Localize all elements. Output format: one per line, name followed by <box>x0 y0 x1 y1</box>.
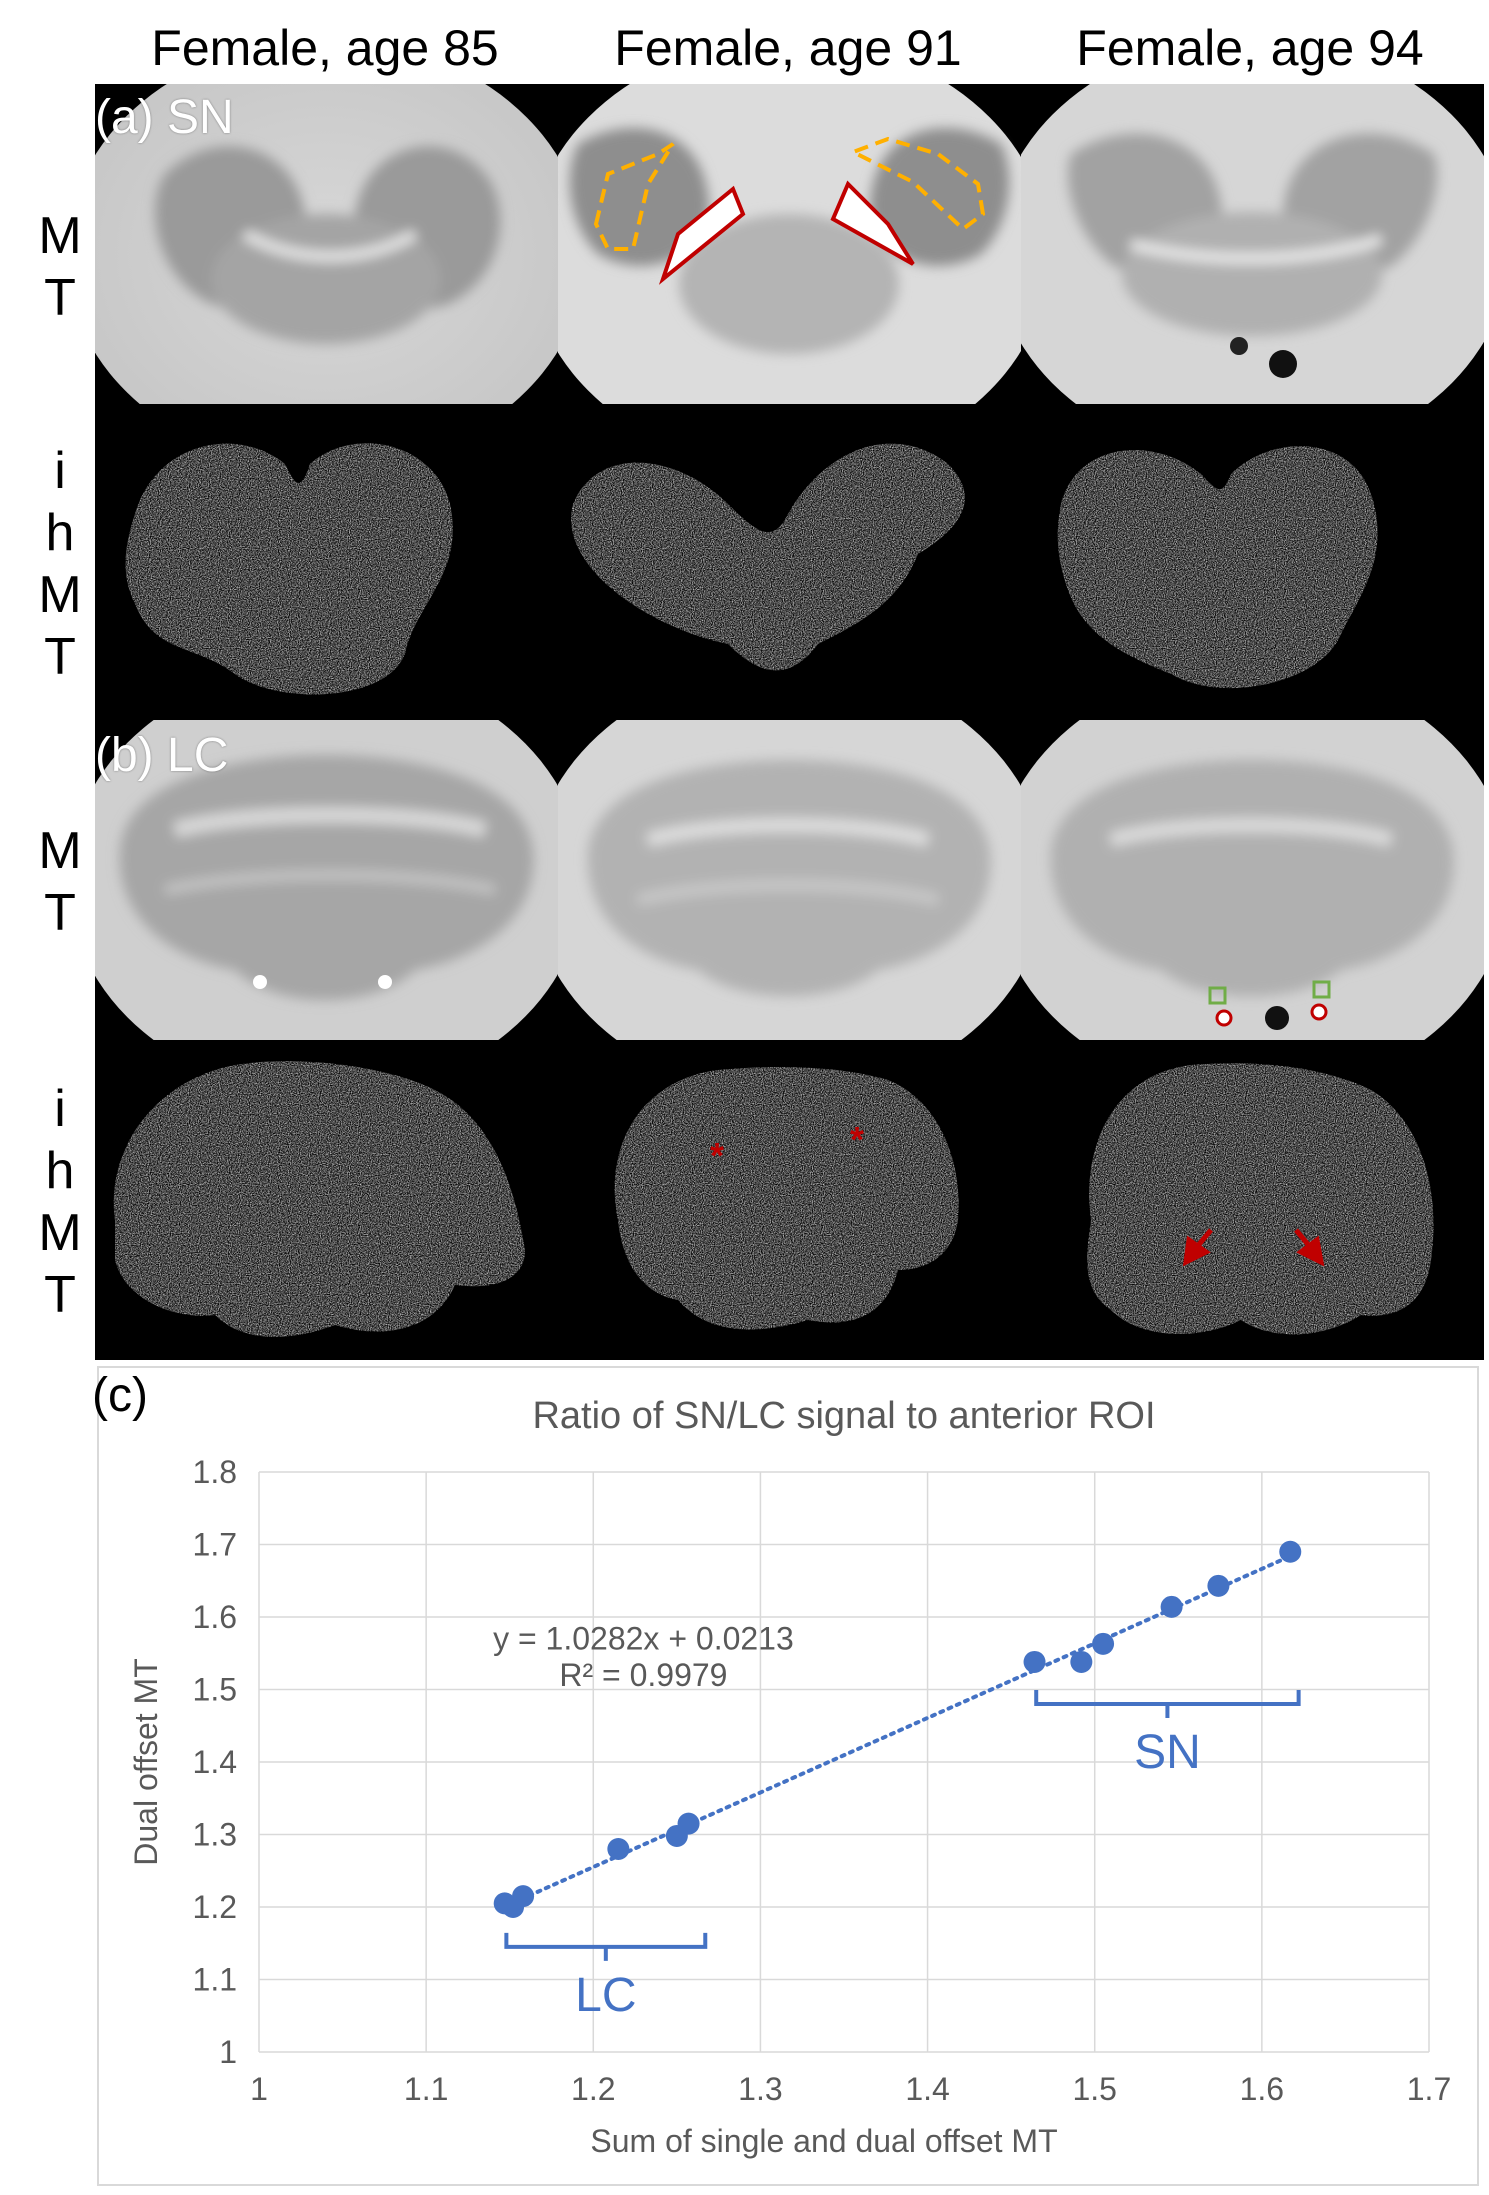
lc-roi-right-green-square <box>1312 980 1331 999</box>
row-letter: h <box>45 504 75 562</box>
trendline-r2: R² = 0.9979 <box>559 1657 727 1693</box>
data-point <box>1279 1540 1302 1563</box>
lc-roi-left-green-square <box>1208 986 1227 1005</box>
data-point <box>1092 1632 1115 1655</box>
data-point <box>607 1838 630 1860</box>
x-tick-label: 1.2 <box>571 2071 615 2107</box>
chart-panel: Ratio of SN/LC signal to anterior ROI 1 1.… <box>97 1366 1479 2186</box>
y-tick-label: 1.3 <box>193 1817 237 1853</box>
group-label: SN <box>1134 1726 1201 1779</box>
data-point <box>1207 1574 1230 1597</box>
panel-tag-a: (a) SN <box>95 91 234 144</box>
y-tick-label: 1.4 <box>193 1744 237 1780</box>
lc-arrow-right <box>1294 1228 1325 1267</box>
group-label: LC <box>575 1969 636 2022</box>
image-sn-mt-age94 <box>1021 84 1484 404</box>
column-header-3: Female, age 94 <box>1076 20 1424 76</box>
x-tick-label: 1.7 <box>1407 2071 1451 2107</box>
row-label-lc-ihmt: i h M T <box>20 1078 100 1326</box>
row-letter: T <box>44 1266 76 1324</box>
row-letter: i <box>54 442 66 500</box>
chart-title: Ratio of SN/LC signal to anterior ROI <box>532 1395 1155 1437</box>
data-point <box>1023 1650 1046 1673</box>
y-tick-label: 1.5 <box>193 1672 237 1708</box>
data-point <box>1070 1650 1093 1673</box>
y-axis-label: Dual offset MT <box>128 1658 164 1865</box>
row-letter: h <box>45 1142 75 1200</box>
row-letter: M <box>38 207 82 265</box>
column-header-1: Female, age 85 <box>151 20 499 76</box>
row-letter: T <box>44 269 76 327</box>
x-tick-label: 1.1 <box>404 2071 448 2107</box>
image-lc-ihmt-age85 <box>95 1040 558 1360</box>
panel-tag-b: (b) LC <box>95 729 229 782</box>
scatter-chart: Ratio of SN/LC signal to anterior ROI 1 1.… <box>128 1395 1451 2159</box>
image-sn-mt-age85 <box>95 84 558 404</box>
sn-roi-right-orange <box>847 136 986 232</box>
image-sn-ihmt-age94 <box>1021 404 1484 720</box>
lc-marker-asterisk: * <box>710 1135 724 1176</box>
row-label-sn-mt: M T <box>20 205 100 329</box>
sn-roi-left-red <box>658 185 746 285</box>
image-sn-ihmt-age91 <box>558 404 1021 720</box>
group-bracket <box>1034 1690 1301 1718</box>
image-sn-ihmt-age85 <box>95 404 558 720</box>
image-lc-ihmt-age94 <box>1021 1040 1484 1360</box>
row-label-sn-ihmt: i h M T <box>20 440 100 688</box>
column-header-2: Female, age 91 <box>614 20 962 76</box>
row-letter: M <box>38 566 82 624</box>
panel-tag-c: (c) <box>92 1369 148 1422</box>
x-tick-label: 1 <box>250 2071 268 2107</box>
data-point <box>677 1812 700 1835</box>
x-tick-label: 1.4 <box>905 2071 949 2107</box>
image-lc-mt-age85 <box>95 720 558 1040</box>
trendline <box>502 1554 1293 1909</box>
lc-arrow-left <box>1182 1228 1213 1267</box>
row-letter: M <box>38 1204 82 1262</box>
x-axis-label: Sum of single and dual offset MT <box>590 2123 1057 2159</box>
row-letter: T <box>44 628 76 686</box>
trendline-equation: y = 1.0282x + 0.0213 <box>493 1621 794 1657</box>
row-letter: i <box>54 1080 66 1138</box>
data-point <box>512 1885 535 1908</box>
lc-roi-left-red-circle <box>1215 1009 1233 1027</box>
group-bracket <box>504 1932 708 1961</box>
row-letter: M <box>38 822 82 880</box>
y-tick-label: 1.6 <box>193 1599 237 1635</box>
x-tick-label: 1.3 <box>738 2071 782 2107</box>
x-tick-label: 1.6 <box>1240 2071 1284 2107</box>
y-tick-label: 1 <box>219 2034 237 2070</box>
data-point <box>1160 1595 1183 1618</box>
image-lc-mt-age94 <box>1021 720 1484 1040</box>
y-tick-label: 1.2 <box>193 1889 237 1925</box>
lc-roi-right-red-circle <box>1310 1003 1328 1021</box>
y-tick-label: 1.1 <box>193 1962 237 1998</box>
y-tick-label: 1.7 <box>193 1527 237 1563</box>
row-letter: T <box>44 884 76 942</box>
y-tick-label: 1.8 <box>193 1454 237 1490</box>
sn-roi-right-red <box>830 180 915 266</box>
image-lc-mt-age91 <box>558 720 1021 1040</box>
row-label-lc-mt: M T <box>20 820 100 944</box>
image-lc-ihmt-age91: * * <box>558 1040 1021 1360</box>
x-tick-label: 1.5 <box>1072 2071 1116 2107</box>
image-sn-mt-age91 <box>558 84 1021 404</box>
lc-marker-asterisk: * <box>850 1119 864 1160</box>
